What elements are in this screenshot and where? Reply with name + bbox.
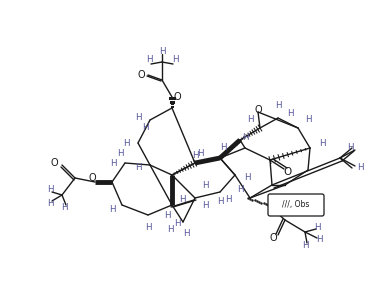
Text: H: H: [47, 185, 53, 195]
Text: H: H: [217, 198, 223, 206]
Text: H: H: [247, 116, 253, 124]
FancyBboxPatch shape: [268, 194, 324, 216]
Text: H: H: [305, 116, 311, 124]
Text: O: O: [88, 173, 96, 183]
Text: H: H: [110, 159, 116, 167]
Text: H: H: [316, 235, 322, 245]
Text: H: H: [142, 124, 148, 132]
Text: H: H: [183, 229, 189, 239]
Text: H: H: [123, 138, 129, 148]
Text: H: H: [347, 143, 353, 152]
Text: H: H: [197, 149, 203, 157]
Text: H: H: [173, 218, 180, 228]
Text: O: O: [137, 70, 145, 80]
Text: H: H: [225, 196, 231, 204]
Text: H: H: [167, 225, 173, 235]
Text: H: H: [220, 143, 226, 152]
Text: O: O: [269, 233, 277, 243]
Text: O: O: [284, 167, 292, 177]
Text: H: H: [179, 196, 185, 204]
Text: H: H: [244, 173, 250, 181]
Text: H: H: [357, 163, 363, 173]
Text: H: H: [314, 223, 320, 231]
Text: H: H: [287, 109, 293, 117]
Text: H: H: [164, 210, 170, 220]
Text: H: H: [146, 55, 152, 63]
Text: H: H: [192, 150, 198, 160]
Text: H: H: [47, 199, 53, 207]
Text: H: H: [319, 138, 325, 148]
Text: O: O: [50, 158, 58, 168]
Text: H: H: [202, 181, 209, 189]
Text: H: H: [135, 163, 141, 173]
Text: H: H: [172, 55, 178, 63]
Text: H: H: [135, 113, 141, 121]
Text: H: H: [109, 206, 115, 214]
Text: O: O: [173, 92, 181, 102]
Text: H: H: [61, 203, 67, 211]
Text: H: H: [202, 202, 209, 210]
Text: H: H: [237, 185, 243, 195]
Text: ///, Obs: ///, Obs: [282, 200, 310, 210]
Text: H: H: [117, 149, 123, 157]
Text: H: H: [302, 241, 308, 249]
Text: O: O: [254, 105, 262, 115]
Text: H: H: [242, 134, 248, 142]
Text: H: H: [145, 223, 151, 231]
Text: H: H: [159, 48, 165, 56]
Text: H: H: [275, 102, 281, 110]
